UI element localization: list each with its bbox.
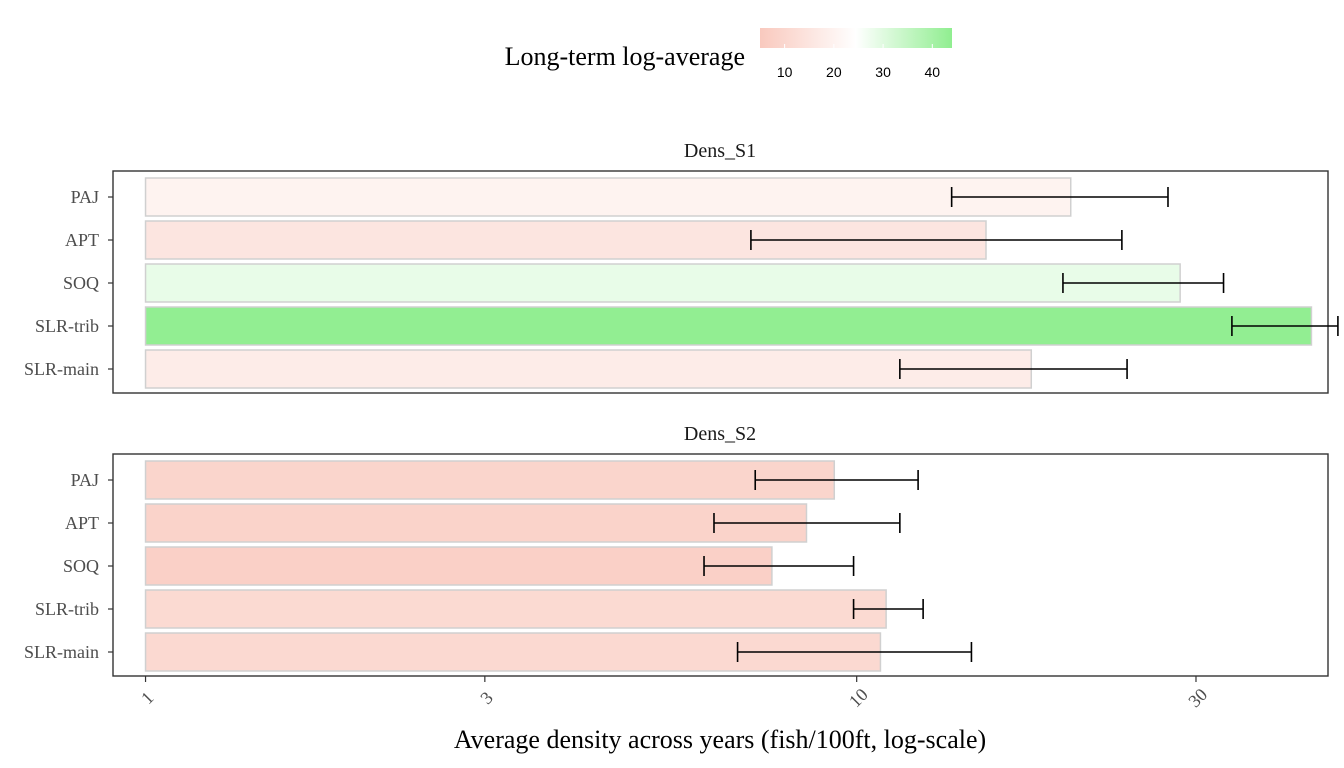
legend-colorbar <box>760 28 952 48</box>
bar-soq <box>144 263 1181 303</box>
category-labels-s2: PAJ APT SOQ SLR-trib SLR-main <box>24 470 113 662</box>
legend: Long-term log-average 10 20 30 40 <box>505 28 952 80</box>
category-label: SLR-trib <box>35 599 99 619</box>
panel-dens-s2: Dens_S2 PAJ APT SOQ SLR-trib SLR-main <box>24 423 1329 677</box>
legend-tick-label: 10 <box>777 64 793 80</box>
category-label: SLR-main <box>24 642 99 662</box>
error-bars-s1 <box>750 187 1339 379</box>
category-label: SOQ <box>63 556 99 576</box>
error-bar-slr-main <box>899 359 1128 379</box>
error-bar-slr-trib <box>852 599 924 619</box>
error-bar-soq <box>703 556 855 576</box>
bar-slr-main <box>144 349 1033 389</box>
bars-s1 <box>144 177 1313 389</box>
error-bar-slr-main <box>736 642 973 662</box>
legend-tick-label: 30 <box>875 64 891 80</box>
bar-paj <box>144 460 836 500</box>
bar-soq <box>144 546 773 586</box>
error-bars-s2 <box>703 470 973 662</box>
bar-slr-trib <box>144 306 1313 346</box>
legend-ticks: 10 20 30 40 <box>777 44 940 80</box>
category-label: SOQ <box>63 273 99 293</box>
category-label: APT <box>65 513 99 533</box>
category-labels-s1: PAJ APT SOQ SLR-trib SLR-main <box>24 187 113 379</box>
error-bar-slr-trib <box>1231 316 1339 336</box>
bars-s2 <box>144 460 887 672</box>
x-axis: 1 3 10 30 <box>137 676 1211 711</box>
category-label: PAJ <box>71 470 99 490</box>
panel-title-s2: Dens_S2 <box>684 423 756 445</box>
x-axis-title: Average density across years (fish/100ft… <box>454 725 986 754</box>
error-bar-paj <box>754 470 919 490</box>
x-tick-label: 30 <box>1184 684 1211 711</box>
x-tick-label: 1 <box>137 688 158 709</box>
error-bar-apt <box>750 230 1123 250</box>
legend-tick-label: 40 <box>925 64 941 80</box>
category-label: PAJ <box>71 187 99 207</box>
bar-paj <box>144 177 1072 217</box>
category-label: APT <box>65 230 99 250</box>
error-bar-paj <box>950 187 1169 207</box>
legend-title: Long-term log-average <box>505 42 745 71</box>
bar-slr-trib <box>144 589 887 629</box>
category-label: SLR-trib <box>35 316 99 336</box>
category-label: SLR-main <box>24 359 99 379</box>
legend-tick-label: 20 <box>826 64 842 80</box>
panel-title-s1: Dens_S1 <box>684 140 756 162</box>
bar-apt <box>144 503 808 543</box>
panel-dens-s1: Dens_S1 PAJ APT SOQ SLR-trib SLR-main <box>24 140 1339 394</box>
error-bar-soq <box>1062 273 1225 293</box>
x-tick-label: 10 <box>845 684 872 711</box>
x-tick-label: 3 <box>476 688 497 709</box>
error-bar-apt <box>713 513 901 533</box>
